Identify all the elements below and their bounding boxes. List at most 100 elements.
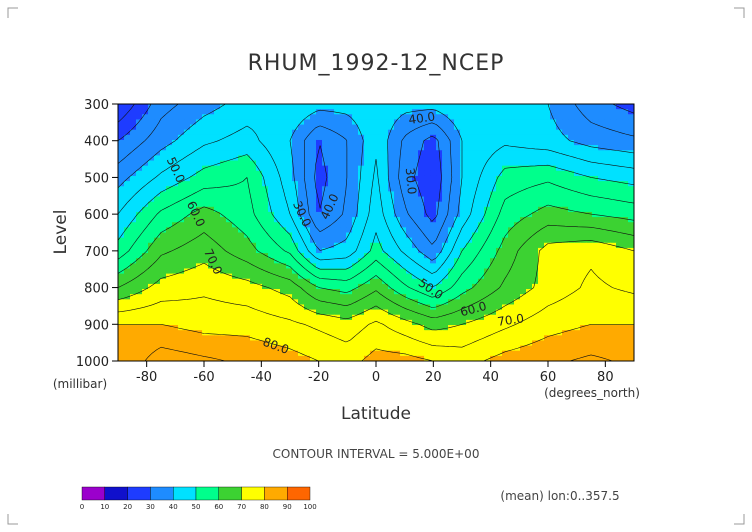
field-cell xyxy=(532,335,539,342)
field-cell xyxy=(514,114,521,121)
field-cell xyxy=(436,222,443,228)
field-cell xyxy=(430,160,437,167)
field-cell xyxy=(574,232,581,239)
field-cell xyxy=(346,294,353,300)
field-cell xyxy=(304,160,311,167)
field-cell xyxy=(436,294,443,300)
field-cell xyxy=(562,289,569,295)
field-cell xyxy=(574,273,581,280)
field-cell xyxy=(178,340,185,347)
field-cell xyxy=(580,309,587,316)
field-cell xyxy=(526,319,533,326)
field-cell xyxy=(502,268,509,275)
field-cell xyxy=(400,119,407,126)
field-cell xyxy=(502,299,509,306)
field-cell xyxy=(172,211,179,218)
field-cell xyxy=(604,155,611,162)
field-cell xyxy=(280,155,287,162)
field-cell xyxy=(148,186,155,192)
field-cell xyxy=(124,129,131,136)
field-cell xyxy=(406,247,413,254)
field-cell xyxy=(610,109,617,115)
field-cell xyxy=(184,104,191,110)
field-cell xyxy=(418,299,425,306)
field-cell xyxy=(484,145,491,151)
field-cell xyxy=(154,289,161,295)
field-cell xyxy=(598,181,605,187)
field-cell xyxy=(394,206,401,213)
field-cell xyxy=(484,247,491,254)
field-cell xyxy=(364,247,371,254)
colorbar-swatch xyxy=(218,486,242,501)
field-cell xyxy=(178,335,185,342)
field-cell xyxy=(118,355,125,361)
field-cell xyxy=(460,335,467,342)
field-cell xyxy=(466,129,473,136)
field-cell xyxy=(250,139,257,146)
field-cell xyxy=(334,222,341,228)
field-cell xyxy=(538,170,545,177)
field-cell xyxy=(406,170,413,177)
field-cell xyxy=(172,134,179,141)
field-cell xyxy=(220,206,227,213)
field-cell xyxy=(550,104,557,110)
field-cell xyxy=(550,134,557,141)
field-cell xyxy=(562,124,569,131)
colorbar-swatch xyxy=(104,486,128,501)
field-cell xyxy=(472,247,479,254)
field-cell xyxy=(244,319,251,326)
field-cell xyxy=(454,278,461,285)
field-cell xyxy=(586,330,593,336)
field-cell xyxy=(298,160,305,167)
field-cell xyxy=(394,155,401,162)
field-cell xyxy=(604,114,611,121)
field-cell xyxy=(124,165,131,172)
field-cell xyxy=(526,289,533,295)
field-cell xyxy=(208,217,215,223)
colorbar-swatch xyxy=(172,486,197,501)
field-cell xyxy=(466,109,473,115)
field-cell xyxy=(388,289,395,295)
field-cell xyxy=(178,319,185,326)
field-cell xyxy=(550,237,557,244)
field-cell xyxy=(382,237,389,244)
field-cell xyxy=(514,309,521,316)
field-cell xyxy=(550,206,557,213)
field-cell xyxy=(376,201,383,208)
field-cell xyxy=(424,258,431,264)
field-cell xyxy=(178,232,185,239)
field-cell xyxy=(190,145,197,151)
field-cell xyxy=(208,227,215,234)
field-cell xyxy=(184,196,191,203)
field-cell xyxy=(316,242,323,249)
field-cell xyxy=(184,165,191,172)
field-cell xyxy=(544,124,551,131)
field-cell xyxy=(310,242,317,249)
field-cell xyxy=(472,165,479,172)
field-cell xyxy=(592,114,599,121)
field-cell xyxy=(160,350,167,357)
field-cell xyxy=(418,160,425,167)
field-cell xyxy=(544,299,551,306)
field-cell xyxy=(118,201,125,208)
field-cell xyxy=(484,319,491,326)
field-cell xyxy=(346,206,353,213)
field-cell xyxy=(166,283,173,290)
field-cell xyxy=(508,253,515,259)
field-cell xyxy=(268,211,275,218)
field-cell xyxy=(214,335,221,342)
field-cell xyxy=(598,109,605,115)
field-cell xyxy=(436,263,443,270)
field-cell xyxy=(616,196,623,203)
field-cell xyxy=(370,124,377,131)
field-cell xyxy=(388,170,395,177)
field-cell xyxy=(286,330,293,336)
field-cell xyxy=(142,319,149,326)
field-cell xyxy=(328,350,335,357)
field-cell xyxy=(376,263,383,270)
field-cell xyxy=(136,268,143,275)
field-cell xyxy=(190,289,197,295)
field-cell xyxy=(214,263,221,270)
field-cell xyxy=(148,145,155,151)
field-cell xyxy=(526,155,533,162)
